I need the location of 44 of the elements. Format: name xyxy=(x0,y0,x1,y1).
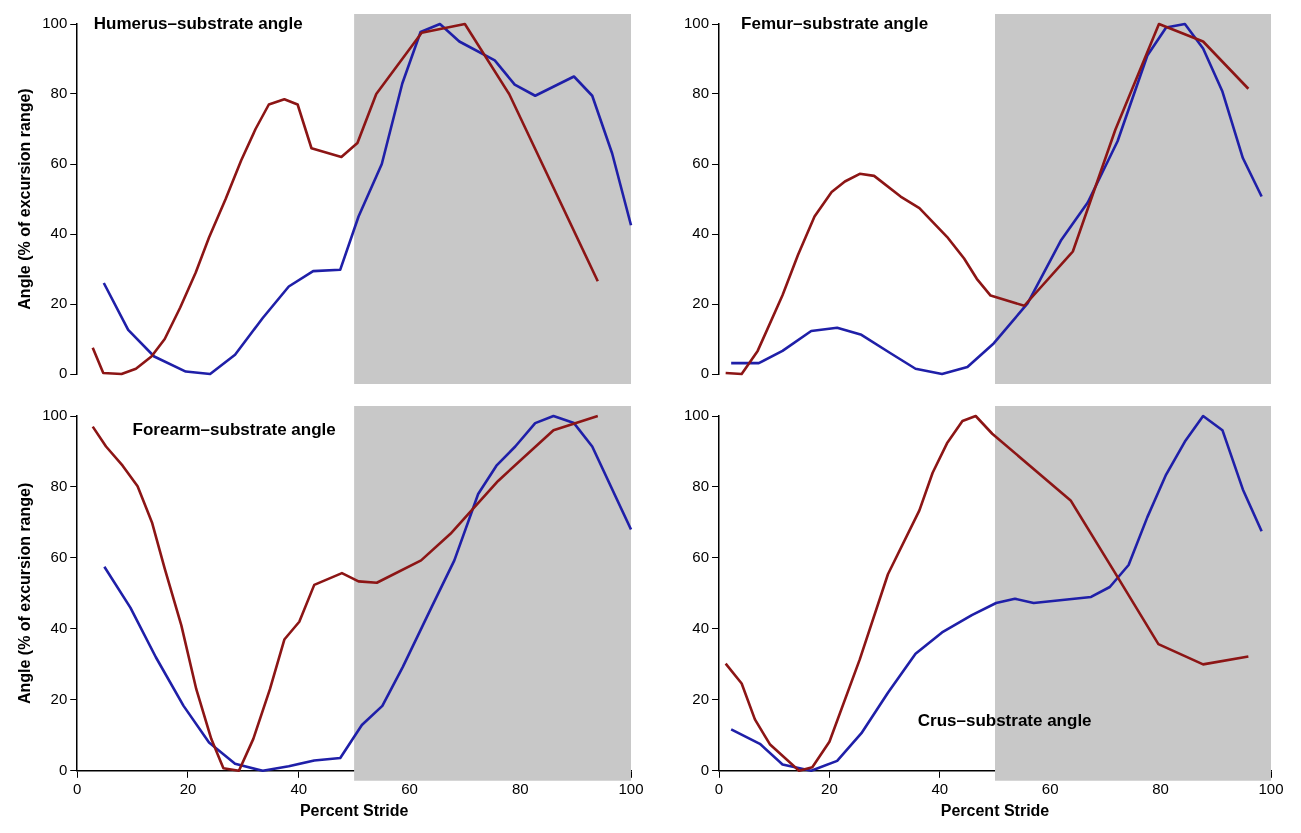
y-tick-label: 60 xyxy=(50,548,68,566)
y-tick-label: 0 xyxy=(58,364,68,382)
y-tick-label: 100 xyxy=(684,14,710,32)
chart-title: Forearm–substrate angle xyxy=(132,420,336,441)
y-tick-label: 60 xyxy=(50,154,68,172)
y-tick-label: 80 xyxy=(50,477,68,495)
x-axis-title: Percent Stride xyxy=(299,801,409,819)
x-tick-label: 80 xyxy=(1152,779,1169,797)
y-tick-label: 40 xyxy=(692,619,710,637)
y-tick-label: 20 xyxy=(692,294,710,312)
x-tick-label: 0 xyxy=(73,779,82,797)
y-axis-title: Angle (% of excursion range) xyxy=(16,482,34,705)
y-tick-label: 20 xyxy=(692,689,710,707)
y-tick-label: 20 xyxy=(50,689,68,707)
y-tick-label: 100 xyxy=(42,14,68,32)
y-tick-label: 100 xyxy=(42,406,68,424)
y-tick-label: 40 xyxy=(692,224,710,242)
y-tick-label: 0 xyxy=(700,760,710,778)
x-tick-label: 60 xyxy=(1041,779,1059,797)
y-tick-label: 20 xyxy=(50,294,68,312)
x-tick-label: 40 xyxy=(290,779,308,797)
y-tick-label: 80 xyxy=(692,84,710,102)
y-tick-label: 80 xyxy=(692,477,710,495)
x-tick-label: 40 xyxy=(931,779,949,797)
x-tick-label: 100 xyxy=(1258,779,1284,797)
x-tick-label: 0 xyxy=(714,779,724,797)
chart-title: Humerus–substrate angle xyxy=(93,14,303,34)
y-tick-label: 60 xyxy=(692,154,710,172)
x-tick-label: 80 xyxy=(511,779,529,797)
text: Crus–substrate angle xyxy=(917,711,1092,732)
x-tick-label: 100 xyxy=(618,779,644,797)
y-tick-label: 40 xyxy=(50,224,68,242)
x-tick-label: 20 xyxy=(821,779,838,797)
y-tick-label: 0 xyxy=(700,364,710,382)
x-tick-label: 60 xyxy=(401,779,418,797)
chart-title: Femur–substrate angle xyxy=(741,14,929,34)
x-axis-title: Percent Stride xyxy=(940,801,1050,819)
y-tick-label: 80 xyxy=(50,84,68,102)
x-tick-label: 20 xyxy=(179,779,197,797)
y-tick-label: 60 xyxy=(692,548,710,566)
y-axis-title: Angle (% of excursion range) xyxy=(16,88,34,310)
y-tick-label: 40 xyxy=(50,619,68,637)
y-tick-label: 0 xyxy=(58,760,68,778)
y-tick-label: 100 xyxy=(684,406,710,424)
